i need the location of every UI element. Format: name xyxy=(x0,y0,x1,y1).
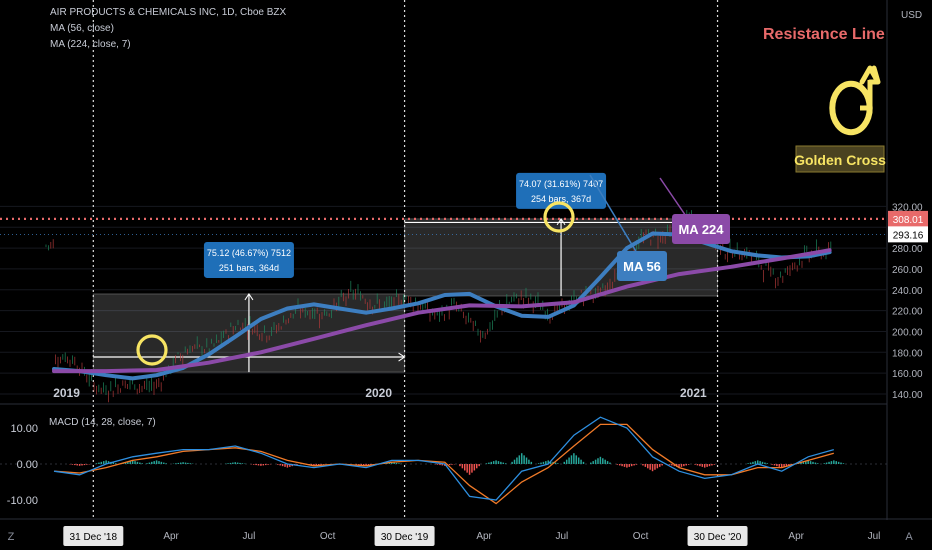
y-tick-label: 180.00 xyxy=(892,348,923,359)
x-tick-label: Apr xyxy=(788,531,804,542)
chart-title: AIR PRODUCTS & CHEMICALS INC, 1D, Cboe B… xyxy=(50,7,287,18)
x-tick-label: Jul xyxy=(556,531,569,542)
date-marker-tag xyxy=(374,526,435,546)
macd-signal-line xyxy=(53,423,834,505)
x-tick-label: Oct xyxy=(633,531,649,542)
macd-y-tick-label: -10.00 xyxy=(7,495,38,507)
date-marker-label: 31 Dec '18 xyxy=(70,532,118,543)
zoom-out-button[interactable]: Z xyxy=(7,531,15,543)
x-tick-label: Oct xyxy=(320,531,336,542)
golden-cross-box xyxy=(795,145,885,173)
arrowhead xyxy=(556,217,566,226)
arrowhead xyxy=(398,352,406,362)
measure-label-line2: 251 bars, 364d xyxy=(219,263,279,273)
callout-ma224: MA 224 xyxy=(678,222,724,237)
x-tick-label: Apr xyxy=(163,531,179,542)
price-tag-resistance xyxy=(888,210,928,227)
macd-y-tick-label: 10.00 xyxy=(10,423,38,435)
arrowhead xyxy=(244,293,254,301)
price-label-resistance: 308.01 xyxy=(893,215,924,226)
arrow-shaft xyxy=(860,80,873,111)
legend-ma56: MA (56, close) xyxy=(50,23,114,34)
y-tick-label: 200.00 xyxy=(892,327,923,338)
macd-y-tick-label: 0.00 xyxy=(17,459,38,471)
golden-cross-label: Golden Cross xyxy=(794,152,886,168)
ma224-line xyxy=(52,248,832,374)
y-tick-label: 220.00 xyxy=(892,307,923,318)
callout-box-ma56 xyxy=(617,251,667,281)
measure-label-line1: 74.07 (31.61%) 7407 xyxy=(519,179,603,189)
x-tick-label: Jul xyxy=(243,531,256,542)
callout-box-ma224 xyxy=(672,214,730,244)
measure-label-box xyxy=(516,172,607,209)
year-label: 2019 xyxy=(53,386,80,400)
macd-line xyxy=(53,416,834,501)
callout-leader xyxy=(589,174,641,259)
measure-label-box xyxy=(203,241,294,278)
resistance-label: Resistance Line xyxy=(763,26,885,43)
price-tag-last xyxy=(888,226,928,243)
measure-label-line2: 254 bars, 367d xyxy=(531,194,591,204)
y-tick-label: 160.00 xyxy=(892,369,923,380)
macd-legend: MACD (14, 28, close, 7) xyxy=(49,417,156,428)
year-label: 2021 xyxy=(680,386,707,400)
x-tick-label: Apr xyxy=(476,531,492,542)
highlight-circle xyxy=(543,201,575,233)
date-marker-label: 30 Dec '19 xyxy=(381,532,429,543)
y-tick-label: 240.00 xyxy=(892,286,923,297)
x-tick-label: Jul xyxy=(868,531,881,542)
highlight-circle xyxy=(136,334,168,366)
currency-label: USD xyxy=(901,10,922,21)
year-label: 2020 xyxy=(365,386,392,400)
measure-label-line1: 75.12 (46.67%) 7512 xyxy=(207,248,291,258)
callout-ma56: MA 56 xyxy=(623,259,661,274)
date-marker-tag xyxy=(63,526,124,546)
auto-scale-button[interactable]: A xyxy=(905,531,913,543)
y-tick-label: 320.00 xyxy=(892,202,923,213)
y-tick-label: 140.00 xyxy=(892,390,923,401)
legend-ma224: MA (224, close, 7) xyxy=(50,39,131,50)
y-tick-label: 260.00 xyxy=(892,265,923,276)
y-tick-label: 280.00 xyxy=(892,244,923,255)
date-marker-label: 30 Dec '20 xyxy=(694,532,742,543)
date-marker-tag xyxy=(687,526,748,546)
price-label-last: 293.16 xyxy=(893,230,924,241)
